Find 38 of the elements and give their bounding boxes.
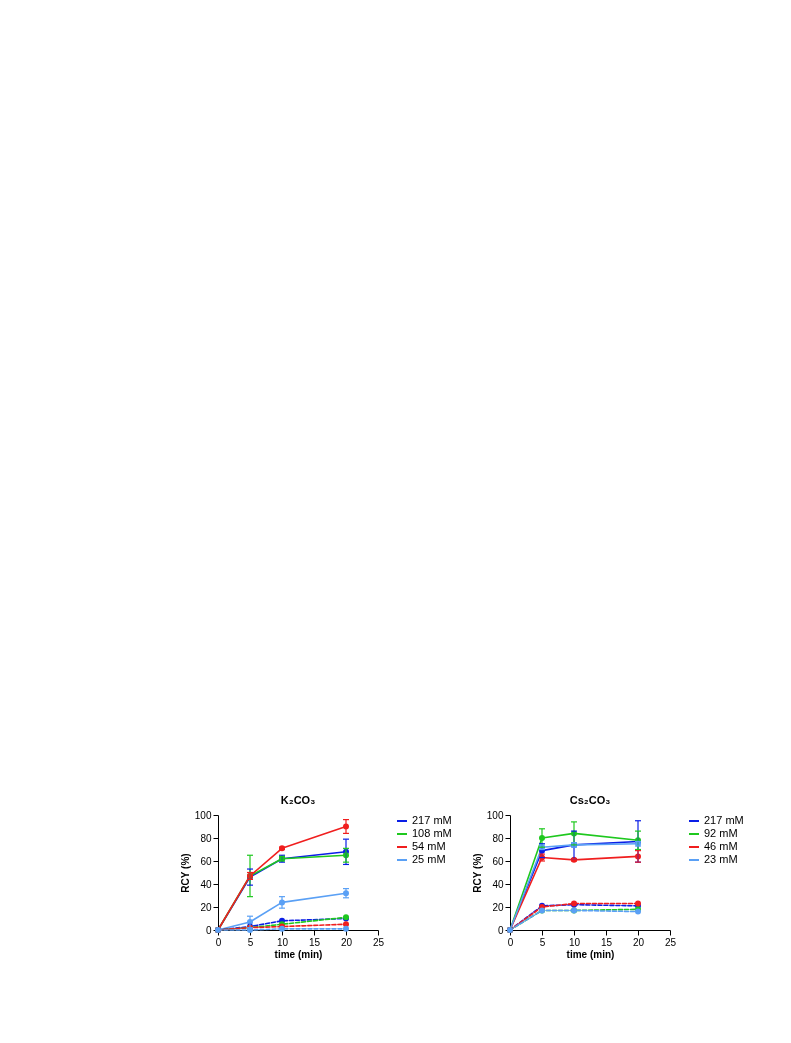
legend-label: 54 mM (412, 840, 446, 852)
y-tick-label: 0 (497, 924, 504, 936)
y-axis-title: RCY (%) (471, 853, 483, 893)
y-tick-label: 100 (194, 809, 212, 821)
y-axis-title: RCY (%) (179, 853, 191, 893)
chart-title: K₂CO₃ (280, 794, 316, 806)
legend-label: 25 mM (412, 853, 446, 865)
y-tick-label: 40 (200, 878, 212, 890)
y-tick-label: 60 (492, 855, 504, 867)
y-tick-label: 100 (486, 809, 504, 821)
y-tick-label: 0 (205, 924, 212, 936)
x-tick-label: 25 (372, 936, 385, 948)
legend-label: 217 mM (704, 814, 744, 826)
x-axis-title: time (min) (566, 948, 615, 960)
x-tick-label: 20 (340, 936, 353, 948)
y-tick-label: 60 (200, 855, 212, 867)
y-tick-label: 40 (492, 878, 504, 890)
chart-title: Cs₂CO₃ (569, 794, 611, 806)
x-tick-label: 5 (247, 936, 254, 948)
legend-label: 46 mM (704, 840, 738, 852)
legend-label: 217 mM (412, 814, 452, 826)
x-tick-label: 25 (664, 936, 677, 948)
y-tick-label: 20 (200, 901, 212, 913)
x-tick-label: 5 (539, 936, 546, 948)
legend-label: 23 mM (704, 853, 738, 865)
x-tick-label: 20 (632, 936, 645, 948)
legend-label: 92 mM (704, 827, 738, 839)
x-axis-title: time (min) (274, 948, 323, 960)
x-tick-label: 10 (276, 936, 289, 948)
y-tick-label: 80 (200, 832, 212, 844)
x-tick-label: 15 (600, 936, 613, 948)
x-tick-label: 0 (507, 936, 514, 948)
y-tick-label: 20 (492, 901, 504, 913)
x-tick-label: 10 (568, 936, 581, 948)
legend-label: 108 mM (412, 827, 452, 839)
x-tick-label: 0 (215, 936, 222, 948)
x-tick-label: 15 (308, 936, 321, 948)
y-tick-label: 80 (492, 832, 504, 844)
